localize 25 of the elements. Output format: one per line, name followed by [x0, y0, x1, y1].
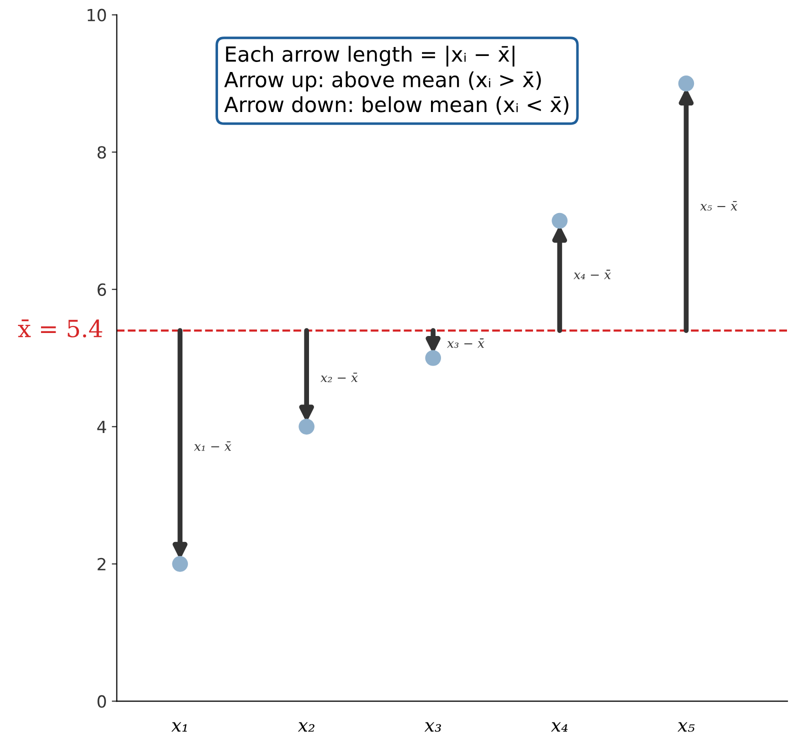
- y-tick-label: 6: [98, 283, 106, 296]
- point: [678, 76, 694, 92]
- annotation: Arrow up: above mean (xᵢ > x̄): [224, 71, 541, 92]
- x-tick-label: x₂: [298, 722, 314, 732]
- annotation: x₄ − x̄: [574, 270, 611, 280]
- y-tick-label: 4: [97, 420, 106, 433]
- x-tick-label: x₄: [550, 722, 568, 732]
- annotation: x₂ − x̄: [320, 372, 358, 382]
- x-tick-label: x₁: [171, 722, 187, 732]
- annotation: Each arrow length = |xᵢ − x̄|: [226, 46, 514, 67]
- y-tick-label: 0: [98, 695, 106, 708]
- annotation: x₃ − x̄: [447, 338, 484, 348]
- point: [298, 418, 314, 435]
- y-tick-label: 8: [98, 146, 106, 159]
- annotation: Arrow down: below mean (xᵢ < x̄): [224, 96, 568, 115]
- x-tick-label: x₅: [678, 722, 695, 732]
- y-tick-label: 10: [88, 8, 106, 22]
- annotation: x₁ − x̄: [194, 441, 232, 451]
- y-tick-label: 2: [98, 558, 106, 570]
- point: [552, 212, 568, 229]
- ref-line-label: x̄ = 5.4: [18, 319, 102, 338]
- point: [425, 350, 442, 366]
- annotation: x₅ − x̄: [700, 201, 738, 211]
- x-tick-label: x₃: [424, 722, 441, 732]
- point: [172, 556, 188, 572]
